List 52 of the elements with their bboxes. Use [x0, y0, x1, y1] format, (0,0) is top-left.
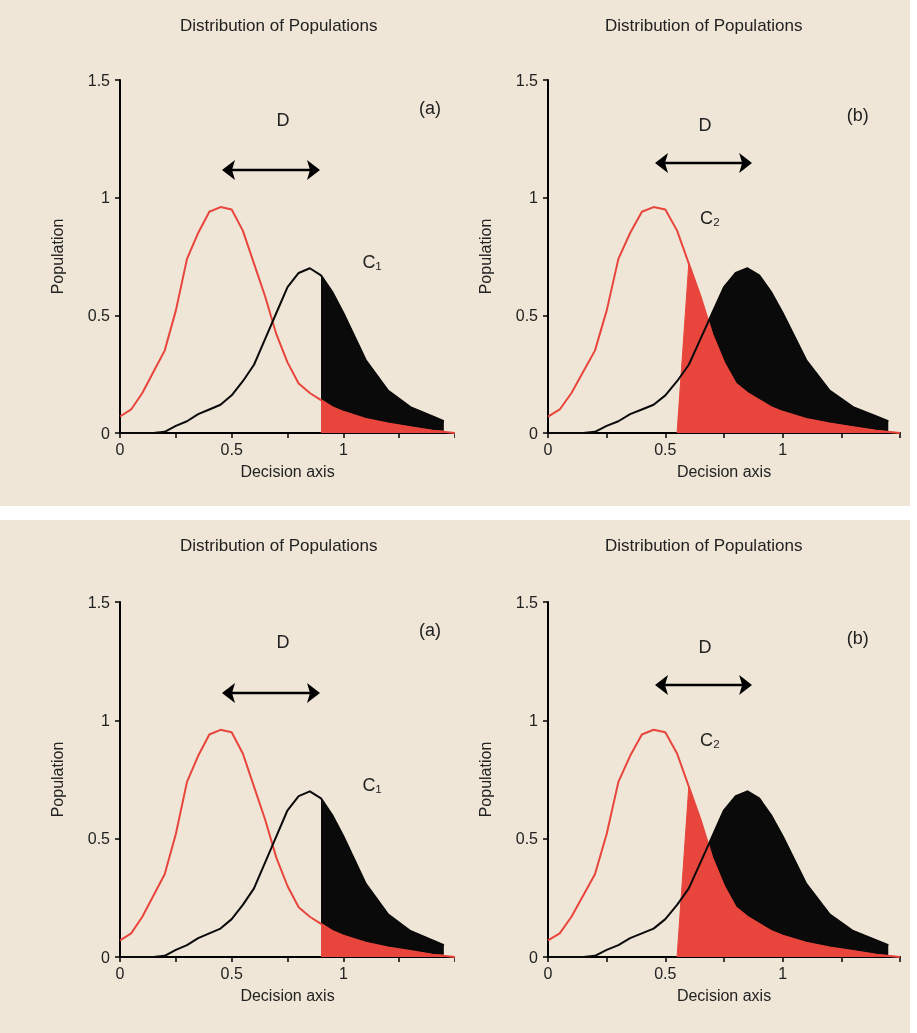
- x-tick-label: 0.5: [220, 440, 243, 458]
- y-tick-label: 0.5: [87, 306, 111, 324]
- annotation: (a): [419, 620, 442, 641]
- y-tick-label: 1.5: [515, 71, 539, 89]
- annotation: C₂: [699, 207, 720, 228]
- y-axis-title: Population: [48, 218, 66, 295]
- y-tick-label: 1.5: [515, 593, 539, 611]
- y-axis-title: Population: [476, 218, 494, 295]
- chart-title: Distribution of Populations: [180, 16, 378, 35]
- y-axis-title: Population: [476, 741, 494, 818]
- x-tick-label: 1: [778, 440, 788, 458]
- y-tick-label: 0: [529, 948, 539, 966]
- y-tick-label: 0.5: [515, 830, 539, 848]
- annotation: C₂: [699, 730, 720, 751]
- y-tick-label: 0.5: [87, 830, 111, 848]
- x-tick-label: 0: [543, 964, 553, 982]
- x-tick-label: 1: [338, 440, 348, 458]
- x-tick-label: 0.5: [220, 964, 243, 982]
- y-tick-label: 0.5: [515, 306, 539, 324]
- annotation: D: [276, 109, 290, 130]
- annotation: D: [698, 114, 712, 135]
- y-tick-label: 1.5: [87, 71, 111, 89]
- x-tick-label: 1: [338, 964, 348, 982]
- y-tick-label: 0: [529, 424, 539, 442]
- chart-title: Distribution of Populations: [605, 536, 803, 555]
- x-tick-label: 0.5: [654, 440, 677, 458]
- x-tick-label: 0.5: [654, 964, 677, 982]
- annotation: C₁: [362, 251, 382, 272]
- annotation: D: [698, 637, 712, 658]
- y-tick-label: 1: [101, 711, 111, 729]
- x-axis-title: Decision axis: [240, 462, 335, 480]
- x-axis-title: Decision axis: [676, 986, 772, 1004]
- y-tick-label: 1: [101, 189, 111, 207]
- annotation: (b): [846, 627, 869, 648]
- y-tick-label: 1.5: [87, 593, 111, 611]
- y-tick-label: 0: [101, 424, 111, 442]
- y-tick-label: 1: [529, 189, 539, 207]
- annotation: D: [276, 632, 290, 653]
- y-tick-label: 1: [529, 711, 539, 729]
- annotation: (b): [846, 105, 869, 126]
- chart-title: Distribution of Populations: [180, 536, 378, 555]
- x-tick-label: 1: [778, 964, 788, 982]
- x-tick-label: 0: [115, 440, 125, 458]
- y-axis-title: Population: [48, 741, 66, 818]
- x-tick-label: 0: [115, 964, 125, 982]
- chart-title: Distribution of Populations: [605, 16, 803, 35]
- annotation: C₁: [362, 774, 382, 795]
- x-tick-label: 0: [543, 440, 553, 458]
- y-tick-label: 0: [101, 948, 111, 966]
- x-axis-title: Decision axis: [240, 986, 335, 1004]
- x-axis-title: Decision axis: [676, 462, 772, 480]
- annotation: (a): [419, 98, 442, 119]
